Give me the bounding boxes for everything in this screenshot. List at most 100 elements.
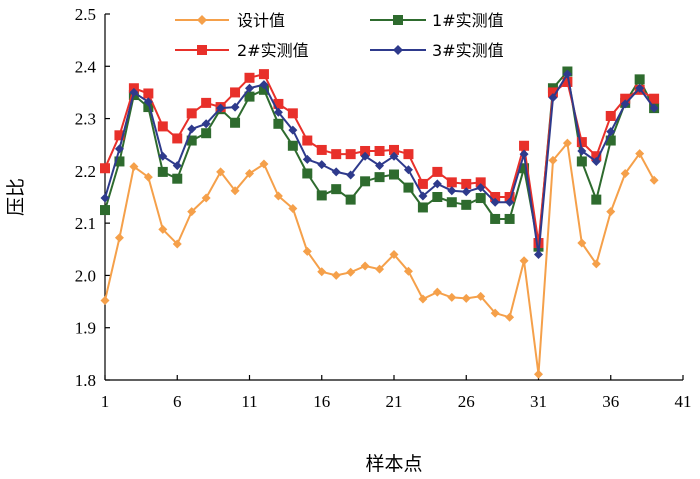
legend-swatch-marker [197,45,207,55]
data-point [635,149,645,159]
data-point [547,87,558,98]
data-point [649,175,659,185]
plot-area: 1.81.92.02.12.22.32.42.5 1 6 11 16 21 26 31 36 4… [75,5,692,411]
data-point [519,149,529,159]
legend: 设计值 1#实测值 2#实测值 3#实测值 [175,11,504,60]
data-point [562,138,572,148]
data-point [446,197,457,208]
data-point [432,287,442,297]
data-point [504,213,515,224]
data-point [461,199,472,210]
data-point [346,267,356,277]
x-tick-label: 21 [386,392,403,411]
data-point [158,151,168,161]
data-point [562,69,572,79]
data-point [476,291,486,301]
data-point [605,135,616,146]
legend-label-meas2: 2#实测值 [237,41,309,60]
data-point [201,128,212,139]
data-point [562,76,573,87]
data-point [548,93,558,103]
data-point [447,186,457,196]
data-point [389,169,399,180]
x-tick-label: 36 [602,392,619,411]
legend-item-meas3: 3#实测值 [370,41,504,60]
data-point [172,133,183,144]
data-point [446,177,457,188]
data-point [143,88,154,99]
x-tick-label: 16 [313,392,330,411]
data-point [302,154,312,164]
data-point [649,93,660,104]
data-point [591,194,602,205]
data-point [403,266,413,276]
data-point [230,87,241,98]
data-point [591,151,602,162]
y-tick-label: 1.9 [75,319,96,338]
data-point [346,170,356,180]
data-point [534,250,543,260]
data-point [417,178,428,189]
data-point [360,145,371,156]
data-point [302,168,313,179]
data-point [230,186,240,196]
y-tick-label: 2.5 [75,5,96,24]
data-point [258,84,269,95]
data-point [504,192,515,202]
data-point [360,261,370,271]
data-point [186,108,197,119]
data-point [259,159,269,169]
data-point [375,264,385,274]
data-point [476,183,486,193]
data-point [432,166,443,177]
data-point [591,259,601,269]
data-point [230,117,241,128]
legend-item-meas1: 1#实测值 [370,11,504,30]
data-point [505,312,515,322]
legend-swatch-marker [393,15,403,25]
data-point [389,250,399,260]
data-point [316,144,327,155]
data-point [273,107,283,117]
data-point [432,192,443,202]
x-tick-label: 31 [530,392,547,411]
x-axis-title: 样本点 [365,453,422,475]
data-point [201,193,211,203]
legend-label-meas3: 3#实测值 [432,41,504,60]
data-point [418,191,428,201]
legend-item-design: 设计值 [175,11,285,30]
data-point [577,146,587,156]
data-point [635,83,645,93]
data-point [374,145,385,156]
data-point [417,202,428,213]
legend-label-meas1: 1#实测值 [432,11,504,30]
data-point [100,193,110,203]
data-point [114,156,125,167]
series-1 [100,138,659,379]
data-point [345,194,356,205]
data-point [620,93,631,104]
data-point [418,294,428,304]
data-point [100,205,110,216]
data-point [157,166,168,177]
data-point [447,292,457,302]
data-point [374,172,385,183]
data-point [403,149,414,160]
data-point [273,191,283,201]
legend-item-meas2: 2#实测值 [175,41,309,60]
data-point [519,140,530,151]
y-tick-label: 2.4 [75,57,97,76]
data-point [331,167,341,177]
data-point [114,130,125,141]
data-point [273,118,284,129]
x-tick-label: 1 [101,392,110,411]
data-point [360,151,370,161]
data-point [158,224,168,234]
data-point [360,176,371,187]
data-point [432,179,442,189]
data-point [288,125,298,135]
data-point [576,156,587,167]
data-point [461,187,471,197]
x-ticks: 1 6 11 16 21 26 31 36 41 [101,375,692,411]
data-point [287,108,298,119]
